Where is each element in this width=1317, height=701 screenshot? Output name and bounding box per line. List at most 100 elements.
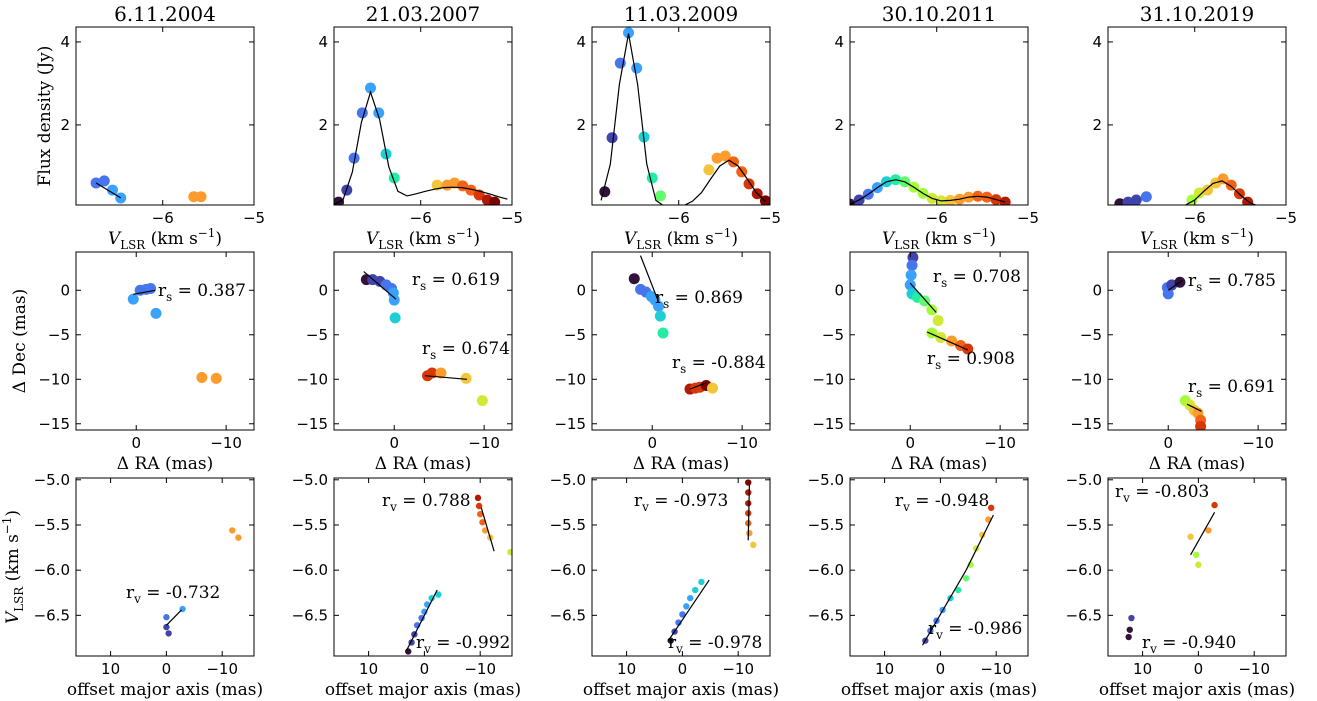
x-tick-label: 10 — [101, 660, 120, 678]
panel: −6 −5 2 4 — [834, 26, 1039, 227]
label-part: = -0.973 — [649, 491, 728, 511]
panel-title: 21.03.2007 — [366, 2, 481, 26]
point — [195, 191, 207, 203]
axes-frame — [333, 477, 513, 657]
label-part: LSR — [12, 586, 26, 612]
y-tick-label: −5 — [564, 326, 586, 344]
label-part: = 0.691 — [1202, 377, 1276, 397]
x-axis-label: VLSR (km s−1) — [624, 226, 738, 252]
x-tick-label: 0 — [389, 434, 399, 452]
point — [679, 611, 686, 618]
panel-title: 30.10.2011 — [882, 2, 997, 26]
x-axis-label: offset major axis (mas) — [67, 680, 263, 700]
y-tick-label: −10 — [1070, 370, 1102, 388]
point — [489, 196, 501, 205]
x-axis-label: Δ RA (mas) — [633, 454, 729, 474]
point — [906, 259, 918, 271]
y-axis-label: Flux density (Jy) — [35, 46, 55, 187]
point — [926, 304, 938, 316]
label-part: r — [928, 619, 937, 639]
x-axis-label: VLSR (km s−1) — [1140, 226, 1254, 252]
point — [719, 150, 731, 162]
y-tick-label: −6.5 — [550, 606, 586, 624]
point — [631, 62, 643, 74]
y-tick-label: 4 — [60, 33, 70, 51]
fit-line — [165, 609, 182, 626]
x-tick-label: −5 — [759, 209, 781, 227]
point — [1205, 527, 1212, 534]
y-tick-label: −5.5 — [808, 516, 844, 534]
y-tick-label: 4 — [318, 33, 328, 51]
point — [1114, 198, 1126, 205]
point — [1187, 533, 1194, 540]
panel: −6 −5 2 4 — [318, 26, 523, 227]
label-part: (km s — [145, 229, 198, 249]
y-tick-label: 2 — [318, 116, 328, 134]
plot-area — [334, 82, 508, 205]
x-axis-label: offset major axis (mas) — [583, 680, 779, 700]
label-part: s — [166, 290, 172, 304]
label-part: v — [902, 500, 910, 514]
point — [1211, 501, 1218, 509]
point — [348, 152, 360, 164]
x-tick-label: −10 — [722, 660, 754, 678]
panel: 10 0 −10 −5.0 −5.5 −6.0 −6.5 — [34, 471, 255, 678]
point — [646, 172, 658, 184]
label-part: v — [641, 500, 649, 514]
x-tick-label: 0 — [678, 660, 688, 678]
label-part: = 0.788 — [397, 491, 471, 511]
label-part: (km s — [661, 229, 714, 249]
label-part: = -0.884 — [686, 353, 765, 373]
annotation: rv = -0.732 — [126, 583, 220, 606]
x-tick-label: 10 — [1133, 660, 1152, 678]
y-tick-label: 2 — [1092, 116, 1102, 134]
x-tick-label: −5 — [1275, 209, 1297, 227]
point — [460, 372, 472, 384]
label-part: r — [416, 633, 425, 653]
label-part: = 0.387 — [172, 281, 246, 301]
plot-area — [850, 174, 1011, 205]
annotation: rs = 0.708 — [933, 267, 1021, 290]
point — [435, 367, 447, 379]
label-part: v — [935, 628, 943, 642]
point — [1140, 191, 1152, 203]
label-part: s — [420, 279, 426, 293]
label-part: (km s — [3, 534, 23, 587]
y-tick-label: −6.0 — [808, 561, 844, 579]
y-tick-label: −5.0 — [550, 471, 586, 489]
axes-frame — [591, 251, 771, 431]
x-tick-label: −10 — [206, 660, 238, 678]
point — [475, 502, 483, 510]
label-part: r — [422, 339, 431, 359]
x-axis-label: Δ RA (mas) — [117, 454, 213, 474]
x-tick-label: −10 — [464, 660, 496, 678]
y-tick-label: −5.0 — [808, 471, 844, 489]
x-tick-label: −10 — [980, 660, 1012, 678]
panel: 0 −10 0 −5 −10 −15 — [1070, 251, 1287, 452]
point — [163, 613, 170, 621]
point — [150, 307, 162, 319]
point — [1130, 194, 1142, 205]
point — [482, 527, 489, 534]
point — [435, 591, 442, 598]
annotation: rv = -0.948 — [895, 491, 989, 514]
label-part: r — [1188, 377, 1197, 397]
point — [127, 293, 139, 305]
point — [476, 395, 488, 407]
annotation: rv = -0.940 — [1142, 633, 1236, 656]
point — [692, 586, 699, 594]
fit-line — [480, 507, 495, 552]
label-part: r — [382, 491, 391, 511]
point — [904, 279, 916, 291]
label-part: = 0.674 — [436, 339, 510, 359]
point — [1128, 614, 1135, 622]
label-part: −1 — [972, 226, 990, 240]
x-tick-label: −10 — [1242, 434, 1274, 452]
annotation: rv = -0.978 — [668, 633, 762, 656]
point — [703, 164, 715, 176]
x-tick-label: 10 — [875, 660, 894, 678]
point — [919, 295, 931, 307]
label-part: r — [1142, 633, 1151, 653]
fit-line — [1167, 280, 1183, 291]
point — [365, 82, 377, 94]
